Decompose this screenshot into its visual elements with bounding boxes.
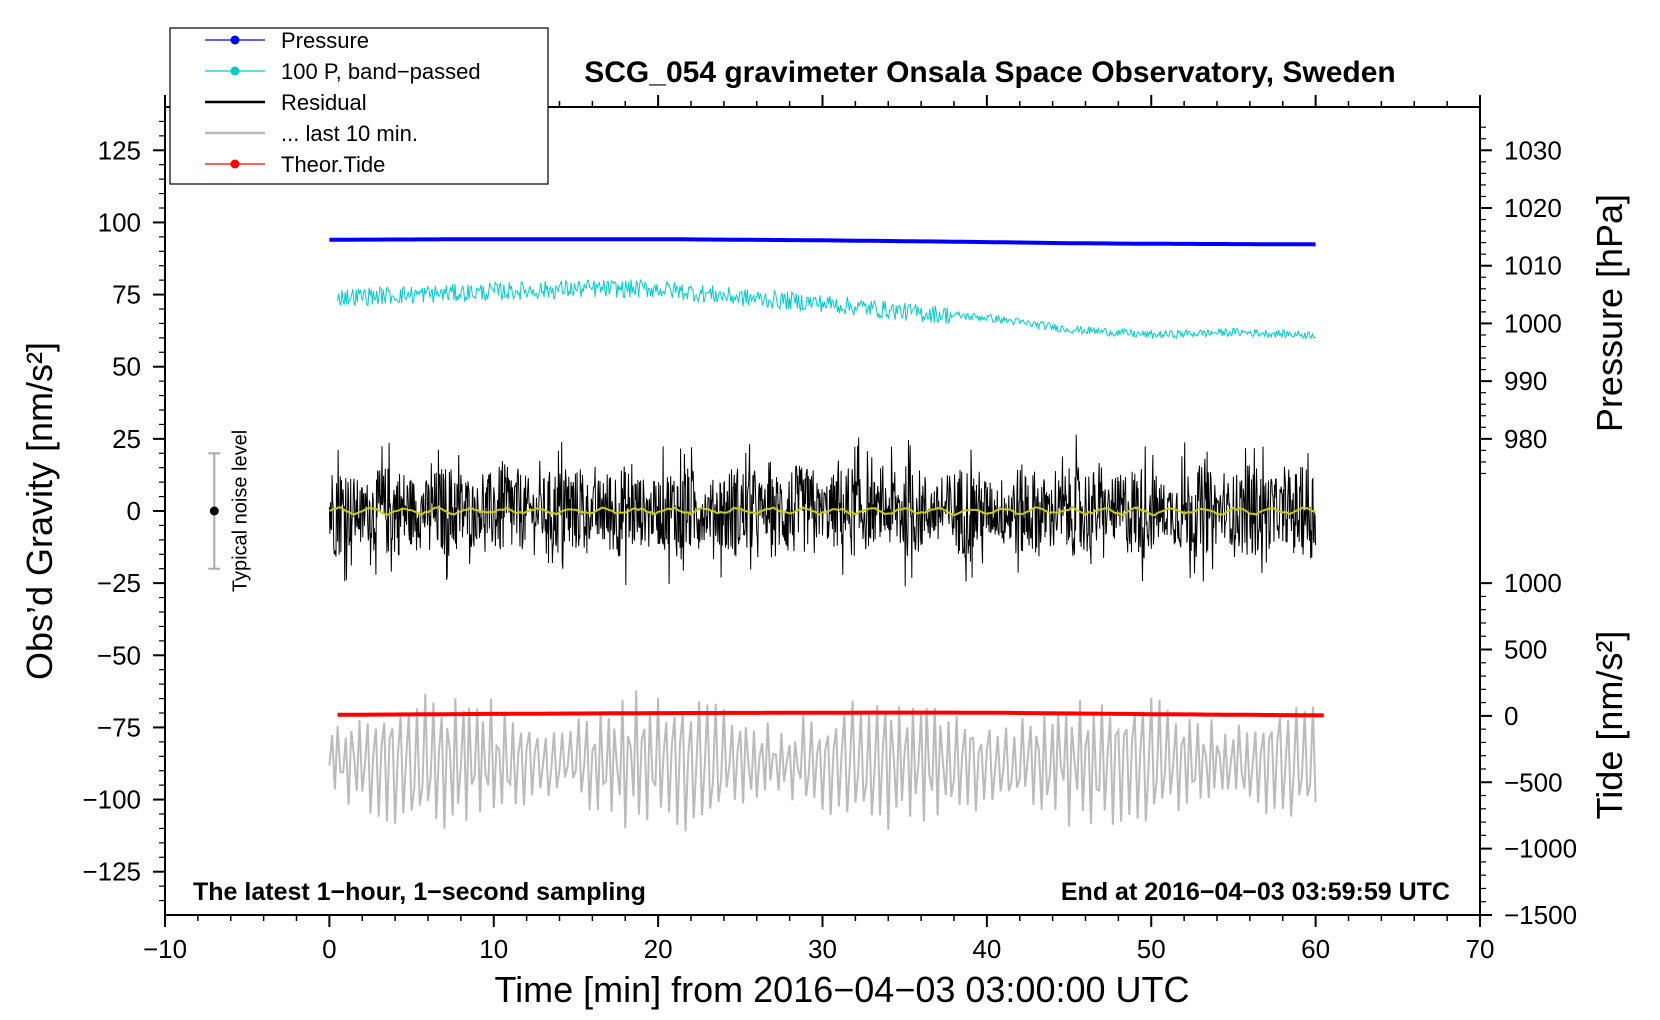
tide-tick-label: 0 [1504,701,1518,731]
y-axis-title-gravity: Obs’d Gravity [nm/s²] [19,342,60,680]
legend-label: Residual [281,90,367,115]
legend-label: ... last 10 min. [281,121,418,146]
pressure-tick-label: 1030 [1504,135,1562,165]
series-pressure [329,237,1316,247]
series-residual [328,434,1317,587]
series-last-10-min [328,690,1317,832]
series-theoretical-tide [337,710,1324,718]
annotation-end-time: End at 2016−04−03 03:59:59 UTC [1061,878,1450,906]
legend-swatch-marker [230,66,240,76]
x-tick-label: 20 [644,934,673,964]
y-tick-label: 125 [98,135,141,165]
legend-label: Theor.Tide [281,152,385,177]
y-tick-label: −50 [97,640,141,670]
noise-center-dot [209,506,219,516]
y-axis-title-pressure: Pressure [hPa] [1589,194,1630,432]
pressure-tick-label: 1020 [1504,193,1562,223]
legend-swatch-marker [230,35,240,45]
y-tick-label: −125 [82,857,141,887]
y-tick-label: 75 [112,280,141,310]
noise-label: Typical noise level [229,430,251,592]
y-tick-label: −25 [97,568,141,598]
data-layer [328,237,1324,832]
chart-title: SCG_054 gravimeter Onsala Space Observat… [584,56,1396,89]
x-tick-label: 40 [972,934,1001,964]
series-pressure-bandpassed [337,278,1316,340]
series-residual-smoothed [328,505,1316,517]
x-axis-title: Time [min] from 2016−04−03 03:00:00 UTC [494,969,1189,1010]
tide-tick-label: −1000 [1504,834,1577,864]
x-tick-label: 50 [1137,934,1166,964]
x-tick-label: 30 [808,934,837,964]
x-tick-label: 60 [1301,934,1330,964]
annotation-sampling: The latest 1−hour, 1−second sampling [193,878,646,906]
legend-label: Pressure [281,28,369,53]
pressure-tick-label: 990 [1504,366,1547,396]
pressure-tick-label: 1000 [1504,308,1562,338]
y-axis-title-tide: Tide [nm/s²] [1589,631,1630,820]
x-tick-label: 70 [1466,934,1495,964]
legend-label: 100 P, band−passed [281,59,481,84]
legend-box [169,27,549,185]
tide-tick-label: 500 [1504,635,1547,665]
pressure-tick-label: 1010 [1504,251,1562,281]
y-tick-label: −75 [97,712,141,742]
x-tick-label: 0 [322,934,336,964]
y-tick-label: 25 [112,424,141,454]
y-tick-label: 50 [112,352,141,382]
axes-layer: −10 0 10 20 30 40 50 60 701251007550250−25−50−75… [82,95,1577,964]
legend-swatch-marker [230,159,240,169]
x-tick-label: −10 [143,934,187,964]
legend: Pressure 100 P, band−passed Residual ... la… [169,27,549,185]
x-tick-label: 10 [479,934,508,964]
noise-indicator: Typical noise level [208,430,251,592]
pressure-tick-label: 980 [1504,424,1547,454]
y-tick-label: 0 [127,496,141,526]
y-tick-label: 100 [98,207,141,237]
tide-tick-label: −1500 [1504,900,1577,930]
y-tick-label: −100 [82,785,141,815]
tide-tick-label: −500 [1504,767,1563,797]
tide-tick-label: 1000 [1504,568,1562,598]
